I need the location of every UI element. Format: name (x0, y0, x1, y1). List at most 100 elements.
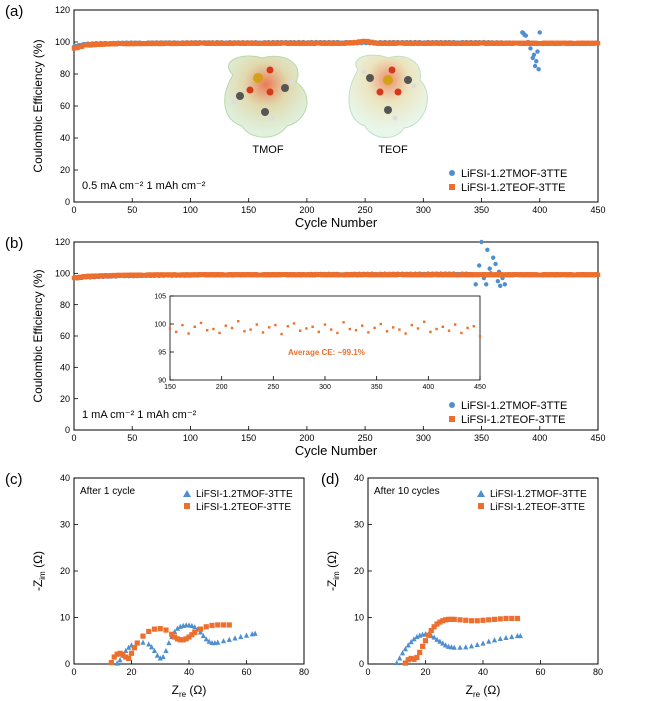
tmof-data-point (220, 638, 227, 644)
panel-b-xtick-label: 50 (127, 433, 137, 443)
tmof-data-point (189, 622, 195, 628)
tmof-data-point (117, 657, 123, 663)
tmof-data-point (197, 629, 204, 635)
teof-data-point (212, 327, 215, 331)
teof-data-point (299, 329, 302, 332)
teof-data-point (445, 616, 452, 622)
teof-data-point (460, 331, 463, 335)
tmof-data-point (434, 636, 440, 642)
tmof-data-point (503, 634, 509, 641)
teof-data-point (209, 622, 215, 629)
teof-data-point (203, 624, 209, 630)
teof-data-point (435, 327, 438, 331)
tmof-data-point (146, 641, 152, 647)
teof-data-point (509, 615, 515, 622)
panel-b-ytick-label: 80 (60, 300, 70, 310)
tmof-data-point (151, 647, 158, 654)
teof-data-point (336, 331, 339, 335)
teof-data-point (428, 627, 434, 634)
teof-data-point (157, 626, 163, 632)
panel-a-xtick-label: 200 (299, 205, 314, 215)
teof-data-point (181, 323, 184, 327)
panel-b-xtick-label: 300 (416, 433, 431, 443)
tmof-data-point (509, 633, 515, 640)
inset-ytick-label: 100 (154, 321, 166, 328)
tmof-data-point (405, 642, 411, 648)
legend-teof-marker (478, 503, 484, 509)
panel-a-ytick-label: 20 (60, 165, 70, 175)
panel-c-ytick-label: 0 (65, 659, 70, 669)
panel-d-xtick-label: 80 (593, 667, 603, 677)
tmof-data-point (468, 643, 475, 649)
panel-a-condition: 0.5 mA cm⁻² 1 mAh cm⁻² (82, 180, 206, 192)
teof-data-point (151, 626, 158, 632)
teof-data-point (249, 328, 252, 331)
teof-data-point (385, 330, 389, 333)
tmof-data-point (487, 266, 492, 271)
panel-b-xtick-label: 150 (241, 433, 256, 443)
panel-a-xtick-label: 300 (416, 205, 431, 215)
inset-xtick-label: 450 (474, 384, 486, 391)
panel-a-legend: LiFSI-1.2TMOF-3TTE LiFSI-1.2TEOF-3TTE (449, 168, 567, 194)
panel-c-xtick-label: 0 (71, 667, 76, 677)
tmof-data-point (192, 624, 198, 630)
panel-a-xlabel: Cycle Number (295, 215, 378, 230)
panel-b-ytick-label: 60 (60, 331, 70, 341)
panel-b-xtick-label: 250 (358, 433, 373, 443)
panel-a-ytick-label: 100 (55, 37, 70, 47)
teof-data-point (497, 616, 503, 622)
tmof-data-point (517, 632, 523, 639)
panel-b-data-marks (71, 239, 601, 289)
teof-data-point (361, 324, 364, 327)
panel-c: (c) 0 20 40 60 80 0 10 20 30 40 After 1 cycle LiF… (5, 471, 309, 699)
panel-b-letter: (b) (5, 235, 23, 252)
panel-b-xtick-label: 350 (474, 433, 489, 443)
teof-data-point (292, 322, 296, 325)
panel-d-ytick-label: 0 (359, 659, 364, 669)
panel-a-ytick-label: 80 (60, 69, 70, 79)
teof-data-point (126, 655, 132, 662)
tmof-data-point (536, 67, 541, 72)
tmof-data-point (473, 282, 478, 287)
teof-data-point (311, 325, 314, 328)
teof-data-point (402, 660, 408, 666)
panel-d-xtick-label: 20 (420, 667, 430, 677)
panel-a-letter: (a) (5, 3, 23, 20)
teof-data-point (398, 328, 401, 331)
teof-data-point (463, 617, 469, 623)
panel-c-xlabel: Zre (Ω) (172, 683, 207, 699)
teof-data-point (175, 330, 178, 334)
legend-tmof-marker (449, 402, 455, 408)
inset-ytick-label: 105 (154, 293, 166, 300)
panel-d-ytick-label: 10 (354, 613, 364, 623)
tmof-data-point (408, 639, 414, 645)
teof-data-point (429, 330, 432, 334)
tmof-data-point (203, 636, 209, 642)
tmof-data-point (160, 653, 166, 660)
teof-data-point (305, 327, 308, 330)
teof-data-point (220, 622, 227, 628)
tmof-data-point (443, 642, 449, 648)
tmof-data-point (528, 46, 533, 51)
legend-tmof-marker (183, 490, 191, 497)
teof-data-point (468, 618, 475, 624)
tmof-data-point (252, 630, 258, 636)
inset-xtick-label: 200 (216, 384, 228, 391)
legend-teof-marker (184, 503, 190, 509)
teof-data-point (111, 654, 117, 660)
inset-ytick-label: 90 (158, 377, 166, 384)
tmof-data-point (474, 641, 480, 648)
legend-tmof-label: LiFSI-1.2TMOF-3TTE (461, 400, 567, 412)
tmof-data-point (232, 635, 238, 641)
teof-data-point (317, 330, 320, 334)
teof-molecule-illustration (348, 54, 428, 138)
panel-a-data-marks (71, 30, 601, 72)
teof-data-point (408, 655, 414, 662)
teof-data-point (595, 272, 601, 277)
panel-a: (a) 0 50 100 150 200 250 300 350 400 450 0 20 40 60 80… (5, 3, 606, 230)
tmof-data-point (157, 655, 163, 661)
panel-b-condition: 1 mA cm⁻² 1 mAh cm⁻² (82, 409, 197, 421)
inset-xtick-label: 250 (267, 384, 279, 391)
tmof-data-point (149, 644, 155, 650)
panel-a-ticks: 0 50 100 150 200 250 300 350 400 450 0 20 40 60 80 100 1… (55, 5, 606, 215)
